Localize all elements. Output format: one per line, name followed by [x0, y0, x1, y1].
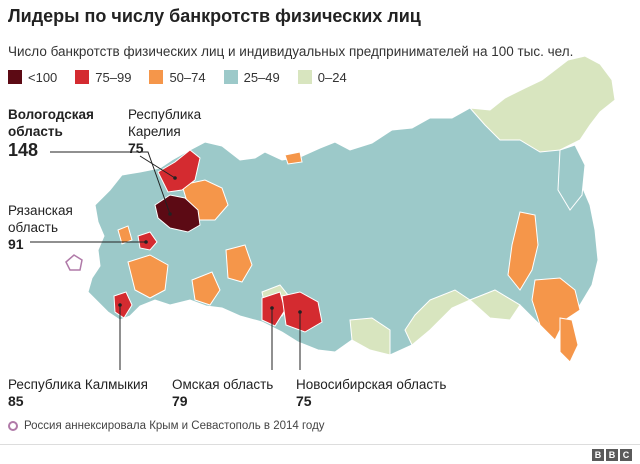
- annotation-line: область: [8, 124, 63, 139]
- region-omsk: [261, 291, 286, 327]
- region-south-light: [349, 317, 391, 356]
- legend-item-orange: 50–74: [149, 69, 206, 85]
- region-yakutia-east: [404, 289, 472, 346]
- annotation-line: Новосибирская область: [296, 377, 447, 392]
- region-far-east-north: [468, 55, 616, 153]
- annotation-ryazan: Рязанская область 91: [8, 202, 73, 253]
- legend-label: 50–74: [169, 69, 206, 85]
- bbc-logo-block: B: [592, 449, 604, 461]
- legend-item-red: 75–99: [75, 70, 131, 85]
- footnote-text: Россия аннексировала Крым и Севастополь …: [24, 420, 325, 432]
- region-khabarovsk: [507, 211, 539, 291]
- annotation-line: Республика Калмыкия: [8, 377, 148, 392]
- legend-swatch: [297, 70, 312, 84]
- annotation-line: Омская область: [172, 377, 274, 392]
- page-subtitle: Число банкротств физических лиц и индиви…: [8, 44, 574, 59]
- legend: <100 75–99 50–74 25–49 0–24: [8, 68, 365, 86]
- annotation-line: область: [8, 220, 58, 235]
- region-central-orange: [127, 254, 169, 299]
- legend-item-light: 0–24: [297, 69, 347, 85]
- annotation-value: 75: [296, 393, 312, 409]
- page-title: Лидеры по числу банкротств физических ли…: [8, 6, 421, 26]
- annotation-value: 91: [8, 236, 24, 252]
- footnote: Россия аннексировала Крым и Севастополь …: [8, 420, 325, 432]
- crimea-region: [65, 254, 83, 271]
- crimea-ring-icon: [8, 421, 18, 431]
- region-west-orange: [117, 225, 133, 245]
- legend-item-dark: <100: [8, 70, 57, 85]
- bbc-logo-block: B: [606, 449, 618, 461]
- bbc-logo: B B C: [590, 449, 632, 461]
- legend-swatch: [8, 70, 22, 84]
- region-novosibirsk: [281, 291, 323, 333]
- legend-item-teal: 25–49: [223, 69, 280, 85]
- legend-swatch: [223, 70, 238, 84]
- region-komi: [225, 244, 253, 283]
- leader-line-karelia: [139, 155, 176, 179]
- annotation-value: 85: [8, 393, 24, 409]
- annotation-vologda: Вологодская область 148: [8, 106, 94, 159]
- bbc-logo-block: C: [620, 449, 632, 461]
- legend-label: <100: [28, 69, 58, 85]
- legend-swatch: [149, 70, 164, 84]
- legend-swatch: [75, 70, 90, 84]
- annotation-line: Республика: [128, 107, 202, 122]
- annotation-line: Вологодская: [8, 107, 94, 122]
- footer-divider: [0, 444, 640, 445]
- region-nenets: [284, 151, 303, 165]
- region-kamchatka: [557, 144, 586, 211]
- region-kalmykia: [113, 291, 133, 319]
- region-sakhalin: [559, 317, 579, 363]
- annotation-karelia: Республика Карелия 75: [128, 106, 201, 157]
- leader-line-vologda: [50, 151, 171, 215]
- annotation-line: Рязанская: [8, 203, 73, 218]
- legend-label: 75–99: [95, 69, 132, 85]
- annotation-value: 148: [8, 140, 39, 160]
- annotation-value: 75: [128, 140, 144, 156]
- annotation-omsk: Омская область 79: [172, 376, 273, 410]
- region-ryazan: [137, 231, 158, 251]
- region-light-east: [469, 289, 521, 321]
- annotation-kalmykia: Республика Калмыкия 85: [8, 376, 148, 410]
- legend-label: 0–24: [317, 69, 347, 85]
- region-karelia: [157, 149, 201, 193]
- region-urals-orange: [191, 271, 221, 306]
- annotation-value: 79: [172, 393, 188, 409]
- annotation-novosibirsk: Новосибирская область 75: [296, 376, 446, 410]
- legend-label: 25–49: [243, 69, 280, 85]
- annotation-line: Карелия: [128, 124, 181, 139]
